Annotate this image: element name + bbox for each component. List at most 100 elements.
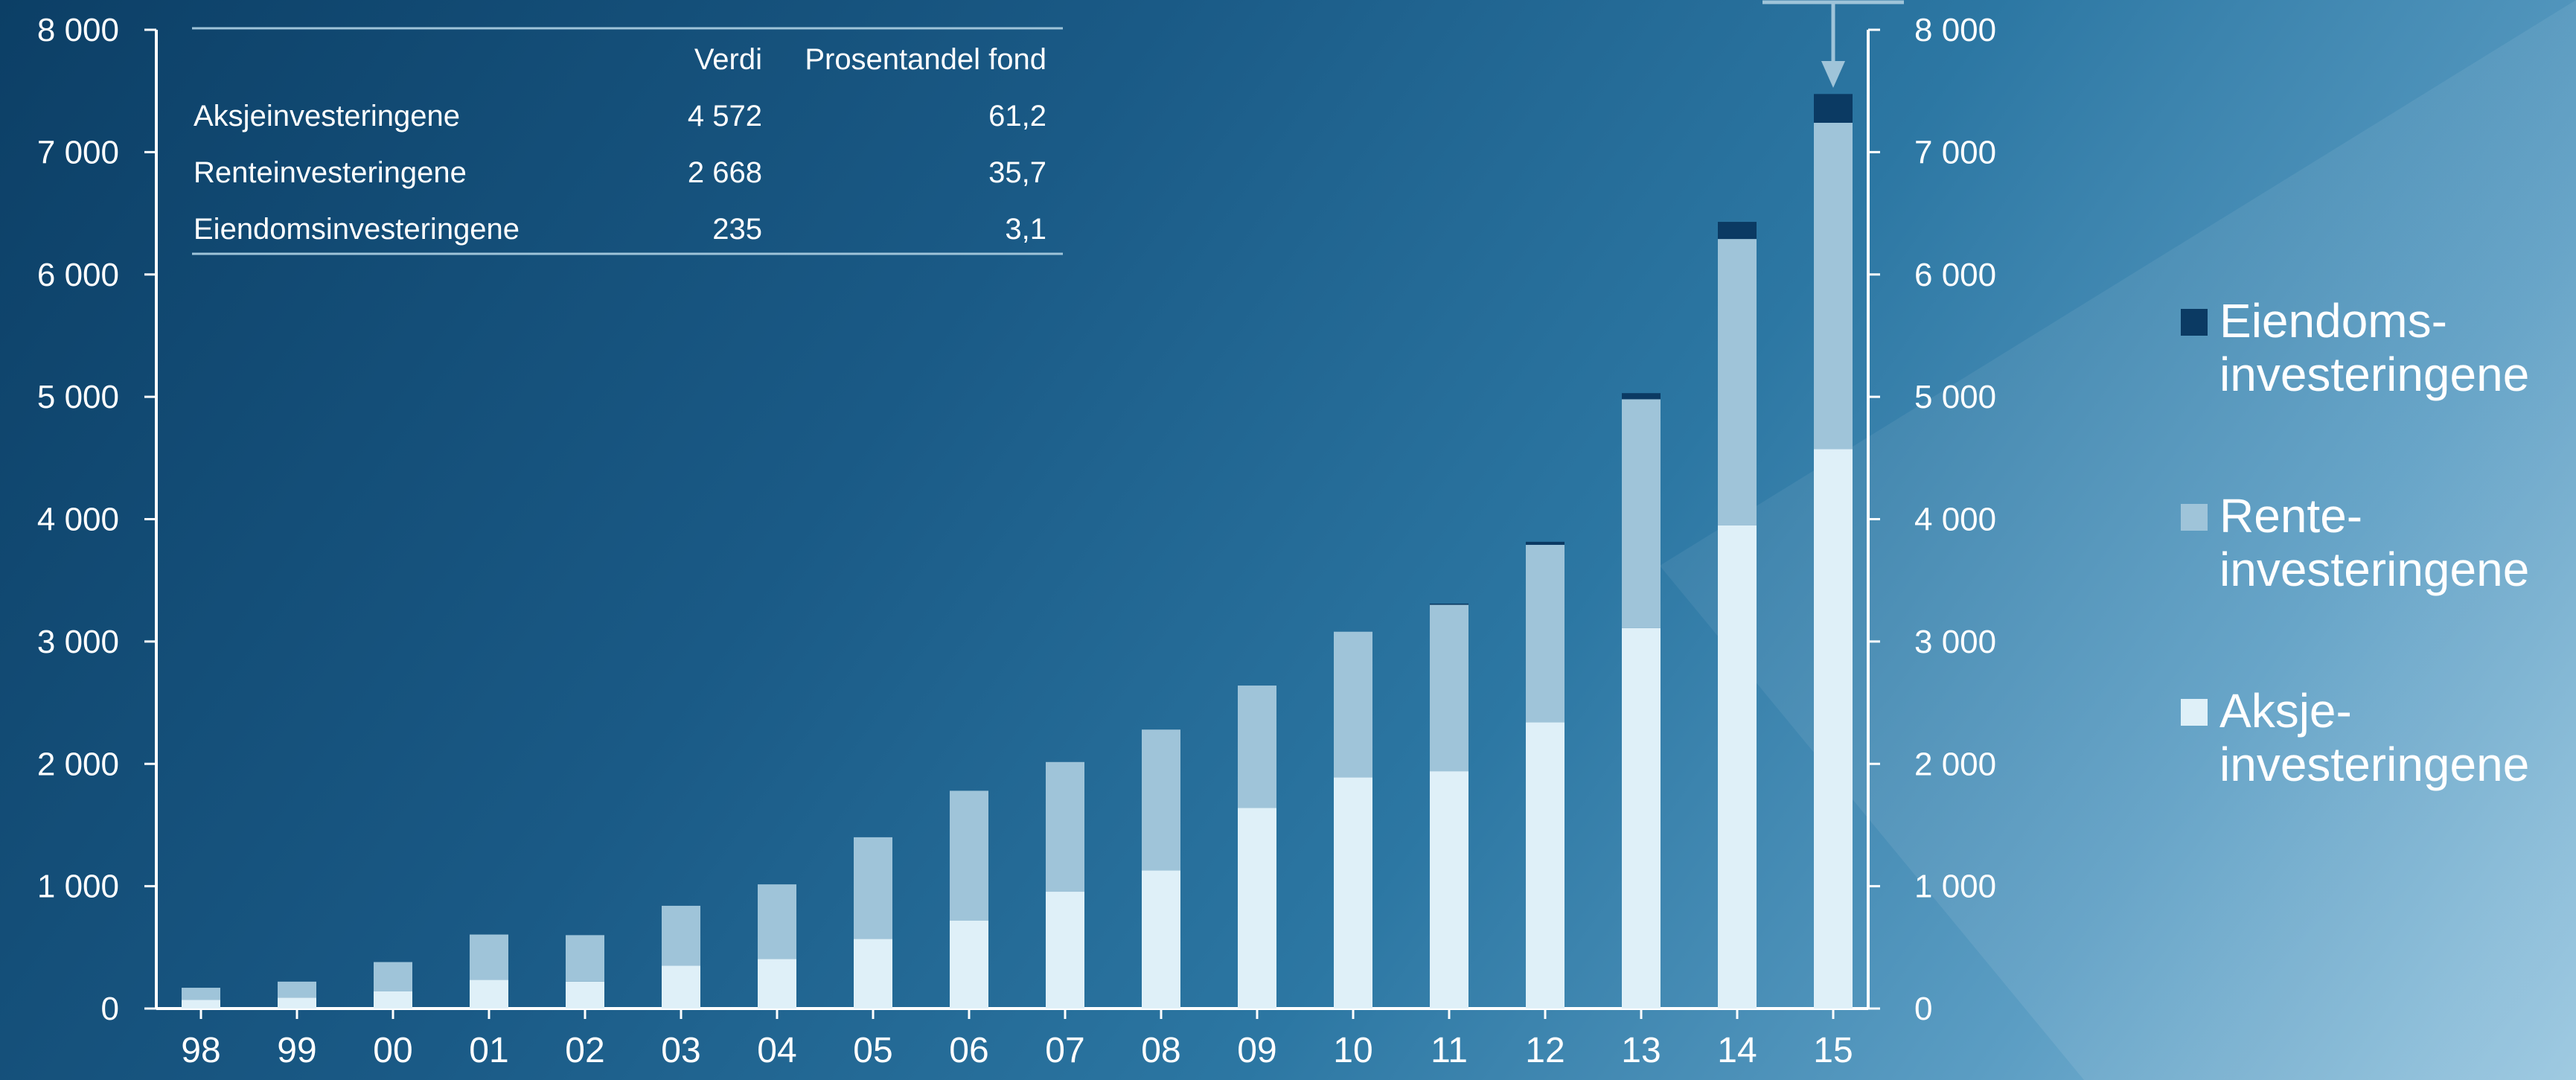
y-tick-label-left: 5 000: [37, 379, 119, 415]
bar-segment-rente: [1334, 631, 1372, 778]
legend-label-line1: Aksje-: [2219, 684, 2352, 738]
bar-segment-aksje: [182, 1000, 220, 1009]
arrow-head-icon: [1821, 61, 1845, 88]
y-tick-label-right: 6 000: [1914, 257, 1996, 293]
x-tick-label: 05: [853, 1031, 892, 1070]
y-tick-label-left: 6 000: [37, 257, 119, 293]
table-cell: Eiendomsinvesteringene: [194, 213, 520, 246]
y-tick-label-left: 0: [101, 991, 119, 1027]
legend-swatch-icon: [2181, 309, 2208, 336]
legend-item-rente: Rente-investeringene: [2181, 489, 2568, 601]
table-cell: 2 668: [688, 156, 762, 189]
bar-segment-rente: [1430, 604, 1468, 772]
x-tick-label: 15: [1813, 1031, 1853, 1070]
y-tick-label-right: 8 000: [1914, 12, 1996, 48]
legend-label-line2: investeringene: [2219, 738, 2530, 791]
bar-segment-eiendom: [1430, 603, 1468, 605]
x-tick-label: 14: [1717, 1031, 1757, 1070]
bar-segment-eiendom: [1526, 541, 1565, 546]
bar-segment-rente: [374, 962, 412, 991]
bar-segment-aksje: [854, 939, 892, 1009]
y-tick-label-left: 8 000: [37, 12, 119, 48]
legend-label: Eiendoms-investeringene: [2219, 294, 2569, 401]
bars: [182, 94, 1853, 1009]
x-tick-label: 12: [1525, 1031, 1565, 1070]
bar-segment-aksje: [374, 991, 412, 1009]
y-tick-label-right: 0: [1914, 991, 1932, 1027]
table-cell: Renteinvesteringene: [194, 156, 467, 189]
x-tick-label: 04: [757, 1031, 796, 1070]
legend-label: Rente-investeringene: [2219, 489, 2569, 596]
x-tick-label: 07: [1045, 1031, 1084, 1070]
bar-segment-rente: [1718, 239, 1757, 525]
table-cell: 35,7: [988, 156, 1046, 189]
bar-segment-rente: [662, 905, 700, 966]
bar-segment-rente: [758, 884, 796, 959]
bar-segment-rente: [182, 988, 220, 1000]
bar-segment-eiendom: [1718, 222, 1757, 240]
bar-segment-rente: [566, 935, 604, 982]
x-tick-label: 08: [1141, 1031, 1180, 1070]
x-tick-label: 09: [1237, 1031, 1276, 1070]
table-cell: 61,2: [988, 100, 1046, 132]
bar-segment-rente: [278, 981, 316, 998]
y-tick-label-right: 4 000: [1914, 502, 1996, 538]
y-tick-label-left: 2 000: [37, 746, 119, 782]
table-header-verdi: Verdi: [694, 43, 762, 76]
x-tick-label: 98: [181, 1031, 220, 1070]
bar-segment-aksje: [1718, 525, 1757, 1009]
annotation-arrow: [1762, 0, 1904, 88]
y-tick-label-left: 7 000: [37, 134, 119, 170]
table-cell: 4 572: [688, 100, 762, 132]
bar-segment-rente: [1142, 729, 1180, 871]
bar-segment-aksje: [566, 981, 604, 1009]
x-tick-label: 06: [949, 1031, 988, 1070]
bar-segment-rente: [1238, 686, 1276, 808]
x-tick-label: 00: [373, 1031, 412, 1070]
x-tick-label: 03: [661, 1031, 700, 1070]
bar-segment-aksje: [1622, 627, 1661, 1009]
table-cell: 235: [712, 213, 762, 246]
x-tick-label: 02: [565, 1031, 604, 1070]
x-tick-label: 10: [1333, 1031, 1372, 1070]
table-cell: 3,1: [1005, 213, 1046, 246]
bar-segment-eiendom: [1622, 393, 1661, 400]
y-tick-label-right: 5 000: [1914, 379, 1996, 415]
x-axis-labels: 98 99 00 01 02 03 04 05 06 07 08 09 10 11 12 13 14 15: [181, 1031, 1853, 1070]
bar-segment-rente: [854, 837, 892, 939]
bar-segment-aksje: [278, 997, 316, 1009]
legend-swatch-icon: [2181, 699, 2208, 726]
x-tick-label: 01: [469, 1031, 508, 1070]
axes: [144, 28, 1880, 1019]
bar-segment-aksje: [1430, 771, 1468, 1009]
x-tick-label: 99: [277, 1031, 316, 1070]
bar-segment-aksje: [950, 920, 988, 1009]
bar-segment-eiendom: [1814, 94, 1853, 123]
data-table: Verdi Prosentandel fond Aksjeinvesteringen…: [192, 27, 1063, 255]
bar-segment-aksje: [662, 965, 700, 1009]
y-tick-label-right: 1 000: [1914, 869, 1996, 905]
y-axis-left-labels: 0 1 000 2 000 3 000 4 000 5 000 6 000 7 000 8 00…: [37, 12, 119, 1027]
legend: Eiendoms-investeringene Rente-investering…: [2181, 294, 2568, 879]
bar-segment-aksje: [1142, 870, 1180, 1009]
legend-label-line1: Rente-: [2219, 489, 2363, 543]
legend-label: Aksje-investeringene: [2219, 684, 2569, 791]
bar-segment-aksje: [1814, 449, 1853, 1009]
bar-segment-aksje: [1046, 892, 1084, 1009]
table-header-prosentandel: Prosentandel fond: [805, 43, 1046, 76]
legend-item-aksje: Aksje-investeringene: [2181, 684, 2568, 796]
y-tick-label-right: 7 000: [1914, 134, 1996, 170]
y-tick-label-right: 2 000: [1914, 746, 1996, 782]
y-tick-label-right: 3 000: [1914, 624, 1996, 660]
legend-swatch-icon: [2181, 504, 2208, 531]
bar-segment-aksje: [758, 959, 796, 1009]
bar-segment-aksje: [1238, 808, 1276, 1009]
bar-segment-rente: [470, 934, 508, 980]
legend-label-line1: Eiendoms-: [2219, 294, 2447, 348]
legend-label-line2: investeringene: [2219, 543, 2530, 596]
y-axis-right-labels: 0 1 000 2 000 3 000 4 000 5 000 6 000 7 000 8 00…: [1914, 12, 1996, 1027]
x-tick-label: 11: [1431, 1031, 1468, 1070]
y-tick-label-left: 1 000: [37, 869, 119, 905]
bar-segment-aksje: [1526, 722, 1565, 1009]
